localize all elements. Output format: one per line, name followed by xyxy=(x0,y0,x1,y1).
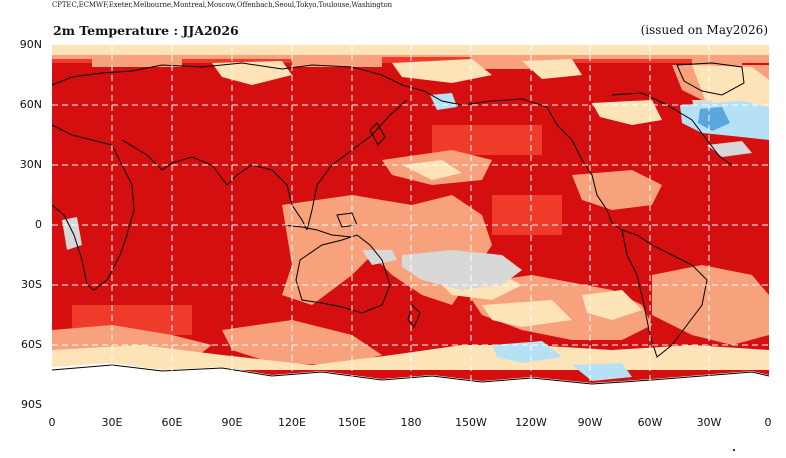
cold-areas xyxy=(430,93,769,381)
lon-label-30e: 30E xyxy=(101,416,123,429)
lon-label-60w: 60W xyxy=(637,416,663,429)
lon-label-90e: 90E xyxy=(221,416,243,429)
stray-mark xyxy=(733,449,735,451)
lon-label-0-end: 0 xyxy=(764,416,772,429)
graticule xyxy=(52,45,769,406)
issued-date: (issued on May2026) xyxy=(640,23,768,37)
lon-label-90w: 90W xyxy=(577,416,603,429)
lat-label-90s: 90S xyxy=(21,398,42,411)
lon-label-120w: 120W xyxy=(515,416,547,429)
lat-label-0: 0 xyxy=(35,218,42,231)
lon-label-150e: 150E xyxy=(338,416,366,429)
lat-label-90n: 90N xyxy=(19,38,42,51)
probability-map xyxy=(52,45,769,406)
lon-label-60e: 60E xyxy=(161,416,183,429)
contributing-centres: CPTEC,ECMWF,Exeter,Melbourne,Montreal,Mo… xyxy=(52,1,393,9)
lon-label-150w: 150W xyxy=(455,416,487,429)
lon-label-30w: 30W xyxy=(696,416,722,429)
map-title: 2m Temperature : JJA2026 xyxy=(53,23,239,38)
lat-label-30n: 30N xyxy=(19,158,42,171)
lon-label-120e: 120E xyxy=(278,416,306,429)
lat-label-30s: 30S xyxy=(21,278,42,291)
coastlines xyxy=(52,62,769,385)
lon-label-180: 180 xyxy=(400,416,422,429)
lon-label-0: 0 xyxy=(48,416,56,429)
lat-label-60s: 60S xyxy=(21,338,42,351)
lat-label-60n: 60N xyxy=(19,98,42,111)
